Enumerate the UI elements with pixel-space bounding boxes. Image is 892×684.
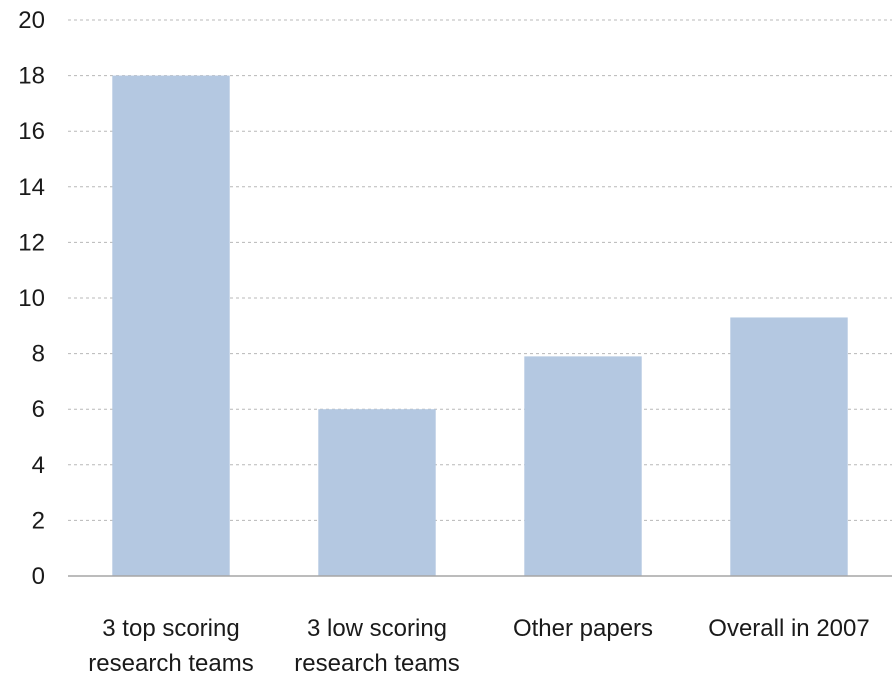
x-axis-category-labels: 3 top scoring research teams 3 low scoring… — [88, 615, 869, 677]
bar — [524, 356, 642, 576]
y-tick-label: 8 — [32, 341, 45, 368]
y-tick-label: 16 — [18, 118, 45, 145]
y-tick-label: 12 — [18, 229, 45, 256]
y-tick-label: 4 — [32, 452, 45, 479]
bar — [730, 317, 848, 576]
x-category-label: research teams — [294, 650, 459, 677]
y-tick-label: 2 — [32, 507, 45, 534]
y-tick-label: 6 — [32, 396, 45, 423]
y-tick-label: 14 — [18, 174, 45, 201]
bars — [112, 75, 848, 576]
y-axis-tick-labels: 0 2 4 6 8 10 12 14 16 18 20 — [18, 7, 45, 590]
y-tick-label: 20 — [18, 7, 45, 34]
x-category-label: Overall in 2007 — [708, 615, 869, 642]
bar — [112, 75, 230, 576]
x-category-label: Other papers — [513, 615, 653, 642]
x-category-label: 3 top scoring — [102, 615, 239, 642]
x-category-label: research teams — [88, 650, 253, 677]
y-tick-label: 10 — [18, 285, 45, 312]
bar — [318, 409, 436, 576]
y-tick-label: 18 — [18, 63, 45, 90]
y-tick-label: 0 — [32, 563, 45, 590]
x-category-label: 3 low scoring — [307, 615, 447, 642]
